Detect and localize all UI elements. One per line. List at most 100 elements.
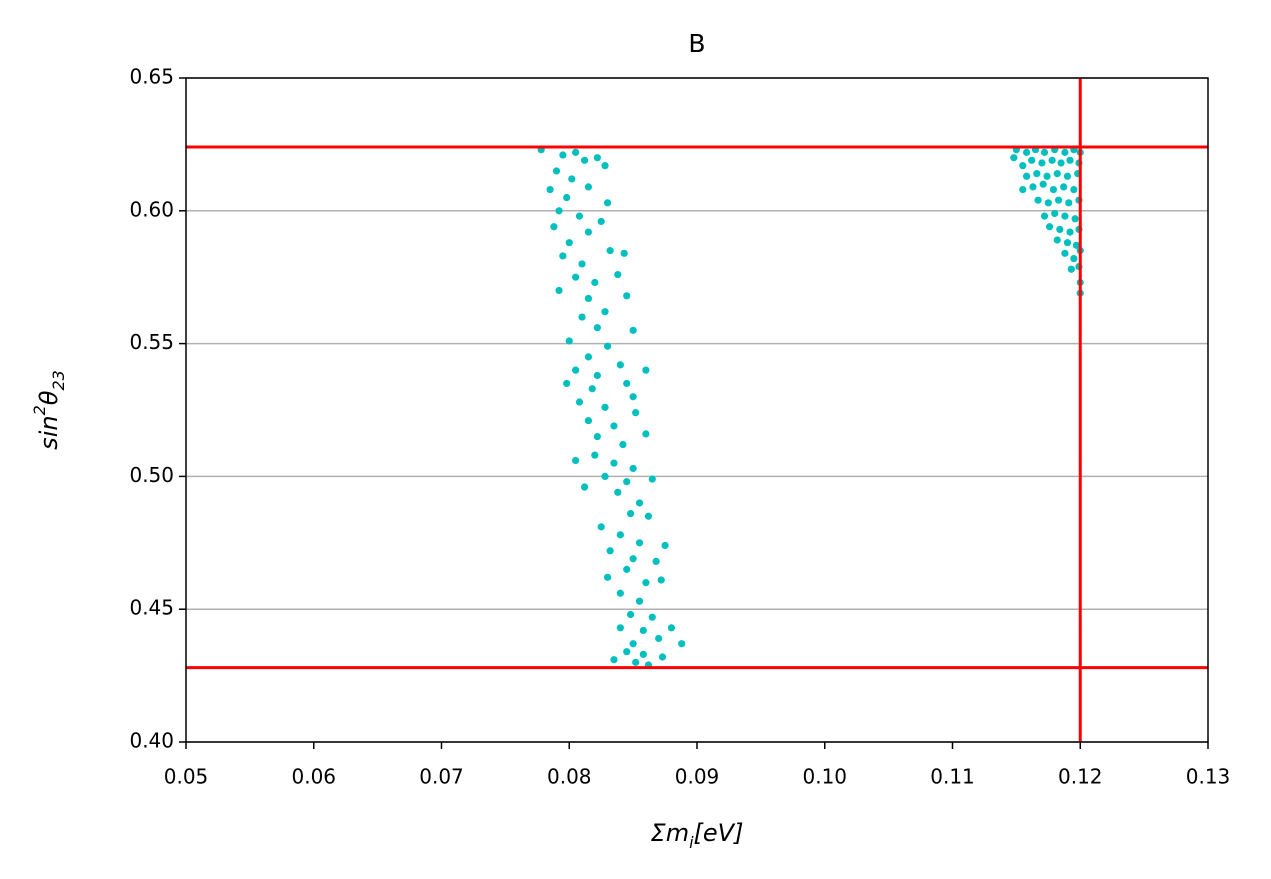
point xyxy=(1048,156,1056,164)
point xyxy=(597,523,605,531)
y-tick-label: 0.40 xyxy=(129,729,174,753)
point xyxy=(1071,215,1079,223)
point xyxy=(575,212,584,220)
point xyxy=(642,579,650,587)
point xyxy=(623,648,631,656)
point xyxy=(623,292,631,300)
y-tick-label: 0.60 xyxy=(129,197,174,221)
point xyxy=(603,199,612,207)
x-label-part: [eV] xyxy=(694,819,744,847)
point xyxy=(652,557,660,565)
point xyxy=(568,175,576,183)
point xyxy=(552,167,561,175)
point xyxy=(580,483,589,491)
point xyxy=(555,207,563,215)
point xyxy=(1040,212,1049,220)
x-tick-label: 0.06 xyxy=(291,765,336,789)
point xyxy=(655,634,663,643)
point xyxy=(1029,183,1037,191)
point xyxy=(644,512,653,520)
point xyxy=(1044,199,1052,207)
point xyxy=(629,393,637,401)
point xyxy=(580,156,589,164)
y-tick-label: 0.50 xyxy=(129,463,174,487)
point xyxy=(610,656,618,664)
point xyxy=(588,385,596,393)
point xyxy=(629,464,637,473)
point xyxy=(565,239,573,247)
point xyxy=(1061,212,1069,220)
x-tick-label: 0.08 xyxy=(547,765,592,789)
point xyxy=(1061,148,1069,156)
y-tick-label: 0.45 xyxy=(129,596,174,620)
point xyxy=(626,509,635,518)
point xyxy=(614,488,622,496)
point xyxy=(623,478,631,486)
point xyxy=(1040,148,1049,156)
point xyxy=(629,555,637,563)
point xyxy=(635,597,644,605)
point xyxy=(648,475,656,483)
point xyxy=(610,459,618,467)
point xyxy=(639,650,647,658)
point xyxy=(1061,249,1069,257)
point xyxy=(1053,170,1061,178)
point xyxy=(1066,156,1074,164)
point xyxy=(614,270,622,279)
plot-frame xyxy=(185,77,1209,743)
point xyxy=(575,398,584,406)
point xyxy=(616,531,624,539)
point xyxy=(1043,172,1051,180)
point xyxy=(1063,239,1072,247)
point xyxy=(563,379,571,388)
point xyxy=(601,472,609,480)
point xyxy=(1019,185,1027,194)
point xyxy=(593,324,601,332)
point xyxy=(1054,196,1063,204)
point xyxy=(593,154,601,162)
point xyxy=(606,247,614,255)
point xyxy=(572,273,580,281)
x-tick-label: 0.12 xyxy=(1058,765,1103,789)
x-tick-label: 0.11 xyxy=(930,765,975,789)
point xyxy=(584,294,593,303)
point xyxy=(1067,265,1075,273)
point xyxy=(1049,185,1058,194)
point xyxy=(629,640,637,648)
point xyxy=(1034,196,1042,204)
point xyxy=(639,626,647,635)
point xyxy=(584,353,593,361)
point xyxy=(616,624,624,632)
point xyxy=(1070,255,1078,263)
point xyxy=(559,252,567,260)
point xyxy=(593,432,601,441)
point xyxy=(591,451,599,459)
y-tick-label: 0.65 xyxy=(129,65,174,89)
point xyxy=(632,658,640,666)
point xyxy=(629,326,637,334)
point xyxy=(1072,241,1081,249)
point xyxy=(546,185,554,194)
point xyxy=(623,379,631,388)
point xyxy=(572,456,580,465)
point xyxy=(1070,185,1078,194)
point xyxy=(563,193,571,202)
point xyxy=(603,342,612,350)
point xyxy=(1065,199,1073,207)
point xyxy=(642,430,650,438)
point xyxy=(1039,180,1047,188)
point xyxy=(1063,172,1072,180)
point xyxy=(626,610,635,619)
y-label-part: sin xyxy=(35,415,63,449)
y-label-part: 2 xyxy=(30,405,49,415)
point xyxy=(1022,148,1031,156)
point xyxy=(572,148,580,156)
chart-title: B xyxy=(688,29,705,58)
point xyxy=(601,308,609,316)
point xyxy=(606,547,614,555)
x-tick-label: 0.10 xyxy=(802,765,847,789)
point xyxy=(1010,154,1018,162)
point xyxy=(1033,170,1041,178)
y-label-part: 23 xyxy=(49,370,68,390)
point xyxy=(1051,209,1059,218)
